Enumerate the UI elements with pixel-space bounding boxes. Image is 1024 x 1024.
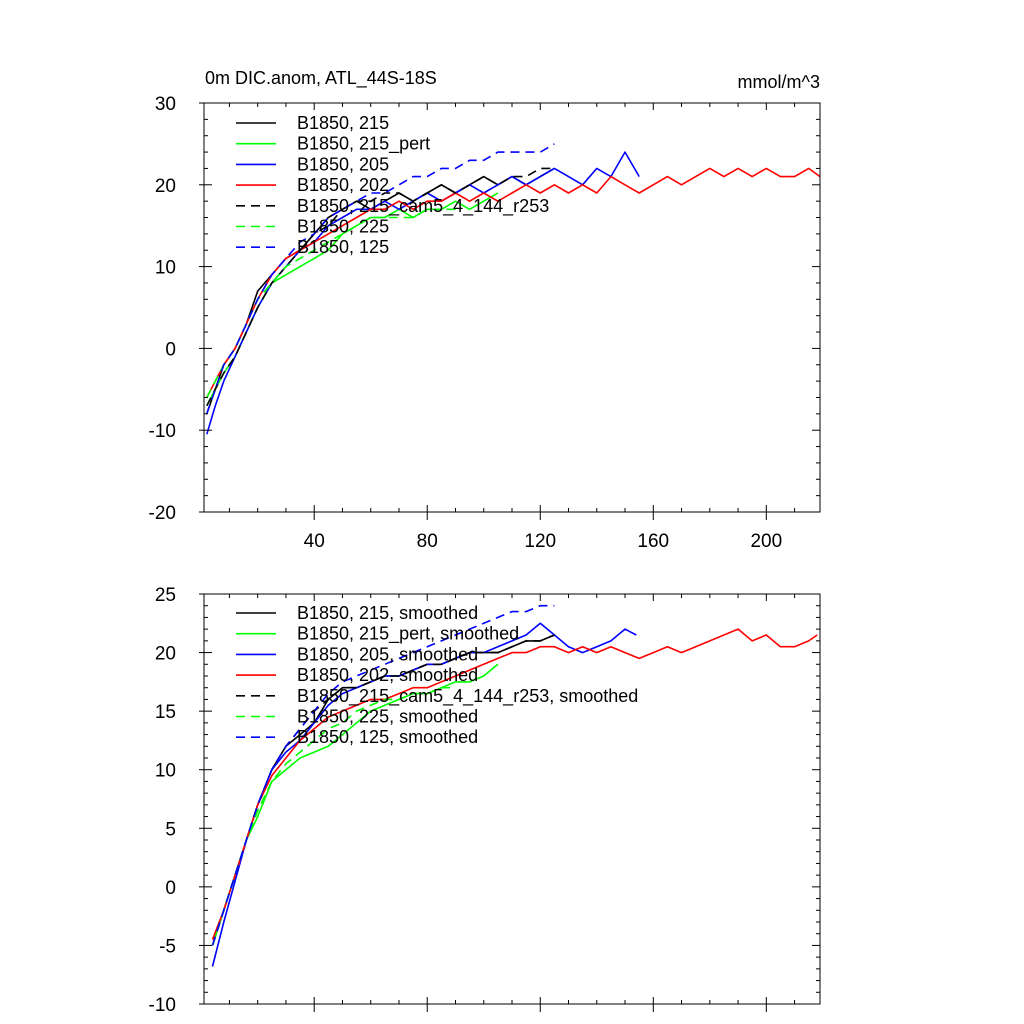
legend-label: B1850, 225 (297, 217, 389, 237)
y-tick-label: 20 (155, 644, 176, 665)
y-tick-label: -5 (159, 936, 176, 957)
series-line-1-5 (206, 167, 555, 407)
series-line-1-7 (206, 143, 555, 415)
legend-label: B1850, 205 (297, 154, 389, 174)
y-tick-label: -10 (149, 421, 176, 442)
legend-label: B1850, 215, smoothed (297, 603, 478, 623)
series-line-2-4 (211, 628, 818, 940)
series-line-2-2 (211, 663, 499, 946)
legend-label: B1850, 125, smoothed (297, 727, 478, 747)
legend-label: B1850, 202 (297, 175, 389, 195)
x-tick-label: 80 (417, 531, 438, 552)
y-tick-label: -20 (149, 503, 176, 524)
y-tick-label: 15 (155, 702, 176, 723)
y-tick-label: -10 (149, 995, 176, 1016)
legend-label: B1850, 202, smoothed (297, 665, 478, 685)
legend-label: B1850, 225, smoothed (297, 707, 478, 727)
legend-label: B1850, 205, smoothed (297, 644, 478, 664)
legend-label: B1850, 125 (297, 237, 389, 257)
legend-label: B1850, 215 (297, 113, 389, 133)
x-tick-label: 160 (637, 531, 669, 552)
x-tick-label: 200 (750, 531, 782, 552)
series-line-1-4 (206, 167, 821, 398)
units-label: mmol/m^3 (738, 72, 820, 92)
legend-label: B1850, 215_pert (297, 134, 430, 155)
legend-label: B1850, 215_pert, smoothed (297, 624, 519, 645)
y-tick-label: 30 (155, 94, 176, 115)
legend-label: B1850_215_cam5_4_144_r253, smoothed (297, 686, 638, 707)
y-tick-label: 10 (155, 258, 176, 279)
y-tick-label: 0 (165, 878, 176, 899)
x-tick-label: 40 (304, 531, 325, 552)
y-tick-label: 20 (155, 176, 176, 197)
legend-label: B1850, 215_cam5_4_144_r253 (297, 196, 549, 217)
chart-title: 0m DIC.anom, ATL_44S-18S (205, 68, 437, 89)
series-line-2-7 (211, 604, 555, 946)
y-tick-label: 10 (155, 761, 176, 782)
x-tick-label: 120 (524, 531, 556, 552)
y-tick-label: 25 (155, 585, 176, 606)
y-tick-label: 0 (165, 339, 176, 360)
y-tick-label: 5 (165, 819, 176, 840)
series-line-1-3 (206, 151, 640, 435)
